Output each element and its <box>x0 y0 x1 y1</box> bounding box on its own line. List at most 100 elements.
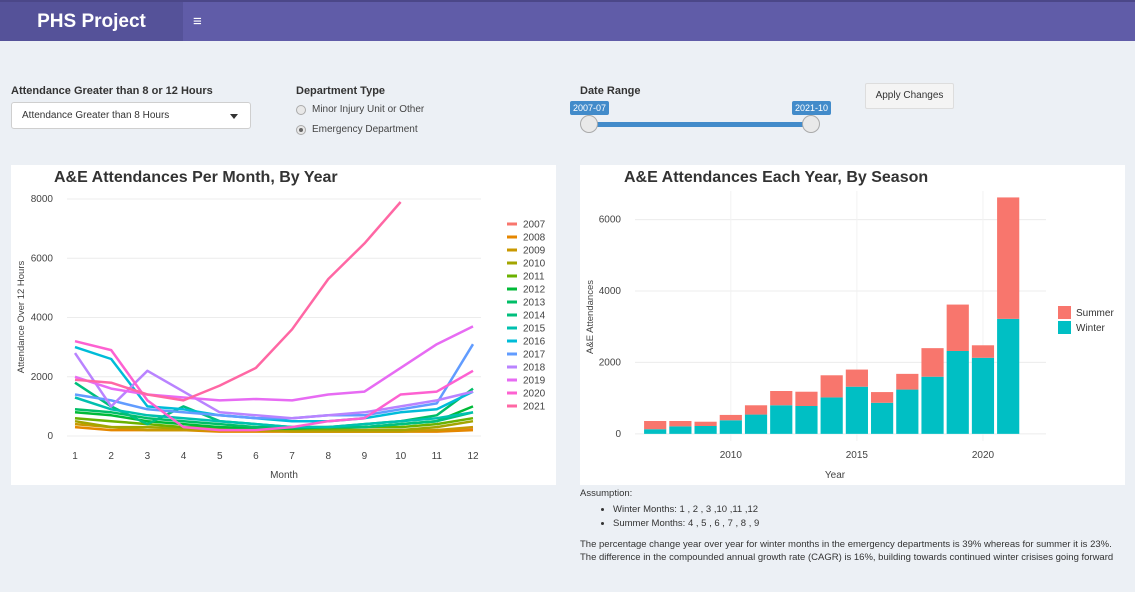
line-series-2010 <box>74 419 474 432</box>
bar-winter-2021 <box>997 318 1020 434</box>
line-chart-xtick: 1 <box>72 451 78 462</box>
bar-winter-2013 <box>795 406 818 434</box>
bar-summer-2007 <box>644 421 667 430</box>
bar-chart-xtick: 2015 <box>846 450 869 461</box>
chevron-down-icon <box>230 114 238 119</box>
radio-emergency-department[interactable]: Emergency Department <box>296 124 418 135</box>
radio-button-selected-icon <box>296 124 306 135</box>
bar-summer-2008 <box>669 421 692 427</box>
bar-winter-2007 <box>644 429 667 434</box>
bar-summer-2018 <box>921 348 944 377</box>
radio-minor-injury[interactable]: Minor Injury Unit or Other <box>296 104 424 115</box>
bar-chart-xtick: 2010 <box>720 450 743 461</box>
bar-chart-ytick: 2000 <box>599 357 622 368</box>
bar-summer-2021 <box>997 197 1020 319</box>
line-chart-ylabel: Attendance Over 12 Hours <box>16 261 27 374</box>
bar-chart-ytick: 0 <box>615 429 621 440</box>
line-chart-xtick: 10 <box>395 451 407 462</box>
bar-winter-2010 <box>719 420 742 434</box>
bar-winter-2017 <box>896 389 919 434</box>
bar-summer-2013 <box>795 391 818 406</box>
notes-bullets: Winter Months: 1 , 2 , 3 ,10 ,11 ,12 Sum… <box>613 503 1120 530</box>
radio-button-icon <box>296 104 306 115</box>
bar-chart-title: A&E Attendances Each Year, By Season <box>624 169 929 186</box>
bar-winter-2008 <box>669 426 692 434</box>
legend-label-2007: 2007 <box>523 220 546 231</box>
bar-summer-2019 <box>946 304 969 351</box>
notes-paragraph: The percentage change year over year for… <box>580 539 1114 563</box>
department-label: Department Type <box>296 85 386 97</box>
date-range-end-handle[interactable] <box>802 115 820 133</box>
bar-summer-2010 <box>719 414 742 421</box>
bar-winter-2014 <box>820 397 843 434</box>
bar-chart-xtick: 2020 <box>972 450 995 461</box>
line-chart-ytick: 8000 <box>31 194 54 205</box>
line-chart-ytick: 0 <box>47 431 53 442</box>
line-chart-xtick: 4 <box>181 451 187 462</box>
line-chart-xtick: 5 <box>217 451 223 462</box>
bar-summer-2014 <box>820 375 843 398</box>
bar-summer-2016 <box>871 392 894 403</box>
notes-bullet-winter: Winter Months: 1 , 2 , 3 ,10 ,11 ,12 <box>613 503 1120 516</box>
radio-label: Minor Injury Unit or Other <box>312 104 425 115</box>
legend-label-2013: 2013 <box>523 298 546 309</box>
legend-label-2016: 2016 <box>523 337 546 348</box>
assumption-notes: Assumption: Winter Months: 1 , 2 , 3 ,10… <box>580 487 1120 564</box>
date-range-label: Date Range <box>580 85 641 97</box>
date-range-start-tag: 2007-07 <box>570 101 610 115</box>
bar-winter-2009 <box>694 426 717 434</box>
legend-swatch-winter <box>1058 321 1071 334</box>
legend-label-winter: Winter <box>1076 323 1106 334</box>
bar-chart-xlabel: Year <box>825 470 846 481</box>
date-range-track[interactable] <box>588 122 811 127</box>
line-chart-xtick: 12 <box>467 451 479 462</box>
line-chart-xtick: 6 <box>253 451 259 462</box>
legend-label-2011: 2011 <box>523 272 545 283</box>
line-chart-xlabel: Month <box>270 470 298 481</box>
bar-winter-2012 <box>770 405 793 434</box>
line-series-2016 <box>74 345 474 423</box>
legend-label-2017: 2017 <box>523 350 546 361</box>
line-series-2017 <box>74 343 475 420</box>
legend-label-2015: 2015 <box>523 324 546 335</box>
bar-winter-2020 <box>971 357 995 434</box>
attendance-select[interactable]: Attendance Greater than 8 Hours <box>11 102 251 129</box>
legend-label-2020: 2020 <box>523 389 546 400</box>
line-chart-panel: A&E Attendances Per Month, By Year 0 2000… <box>11 165 556 485</box>
date-range-start-handle[interactable] <box>580 115 598 133</box>
attendance-select-value: Attendance Greater than 8 Hours <box>22 110 170 121</box>
notes-heading: Assumption: <box>580 488 633 499</box>
bar-summer-2011 <box>744 405 768 415</box>
line-chart-xtick: 2 <box>108 451 114 462</box>
line-chart-ytick: 6000 <box>31 253 54 264</box>
attendance-label: Attendance Greater than 8 or 12 Hours <box>11 85 213 97</box>
legend-label-2014: 2014 <box>523 311 546 322</box>
apply-changes-button[interactable]: Apply Changes <box>865 83 954 109</box>
legend-label-2019: 2019 <box>523 376 546 387</box>
bar-winter-2011 <box>744 414 768 434</box>
notes-bullet-summer: Summer Months: 4 , 5 , 6 , 7 , 8 , 9 <box>613 517 1120 530</box>
app-brand: PHS Project <box>0 2 183 41</box>
bar-summer-2012 <box>770 391 793 406</box>
line-series-2015 <box>74 396 474 429</box>
bar-chart-ytick: 6000 <box>599 215 622 226</box>
line-chart-title: A&E Attendances Per Month, By Year <box>54 169 338 186</box>
legend-label-2010: 2010 <box>523 259 546 270</box>
line-chart-xtick: 8 <box>325 451 331 462</box>
app-header: PHS Project ≡ <box>0 0 1135 41</box>
bar-winter-2016 <box>871 402 894 434</box>
date-range-end-tag: 2021-10 <box>792 101 832 115</box>
bar-summer-2017 <box>896 373 919 390</box>
line-chart-ytick: 4000 <box>31 313 54 324</box>
legend-label-2012: 2012 <box>523 285 546 296</box>
bar-summer-2015 <box>845 369 868 387</box>
line-series-2021 <box>74 201 402 402</box>
bar-winter-2019 <box>946 351 969 434</box>
line-chart-xtick: 9 <box>362 451 368 462</box>
bar-summer-2009 <box>694 421 717 426</box>
line-chart-xtick: 11 <box>432 451 443 462</box>
hamburger-icon[interactable]: ≡ <box>193 13 202 30</box>
bar-chart-ylabel: A&E Attendances <box>585 280 596 354</box>
line-chart-xtick: 7 <box>289 451 295 462</box>
